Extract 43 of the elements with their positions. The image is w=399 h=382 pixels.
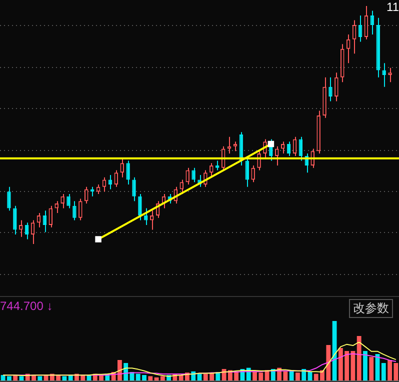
- candlestick: [66, 194, 70, 209]
- bar: [363, 351, 368, 381]
- bar: [62, 376, 67, 381]
- candlestick: [328, 76, 332, 102]
- candlestick: [132, 176, 136, 202]
- candlestick: [78, 198, 82, 221]
- candlestick: [280, 141, 285, 154]
- bar: [356, 336, 362, 381]
- candlestick: [54, 200, 58, 214]
- candlestick: [126, 160, 130, 185]
- candlestick: [251, 164, 255, 183]
- candlestick: [215, 160, 220, 171]
- bar: [296, 372, 300, 381]
- candlestick: [102, 176, 106, 192]
- candlestick: [227, 136, 232, 154]
- bar: [369, 357, 374, 381]
- bar: [381, 363, 386, 381]
- candlestick: [84, 186, 88, 204]
- candlestick: [13, 205, 17, 235]
- candlestick: [7, 186, 11, 212]
- text: 改参数: [349, 299, 393, 318]
- candlestick: [334, 72, 338, 102]
- candlestick: [60, 194, 64, 209]
- bar: [148, 376, 153, 381]
- candlestick: [144, 208, 148, 226]
- candlestick: [180, 179, 184, 195]
- candlestick: [275, 146, 279, 166]
- bar: [160, 376, 165, 381]
- candlestick: [19, 220, 23, 238]
- text: 744.700 ↓: [0, 299, 53, 313]
- candlestick: [192, 167, 196, 183]
- candlestick: [138, 194, 142, 221]
- candlestick: [72, 200, 76, 221]
- annotation: 11: [386, 0, 399, 14]
- bar: [38, 376, 42, 381]
- candlestick: [210, 162, 214, 178]
- candlestick: [233, 141, 238, 152]
- candlestick: [108, 174, 112, 190]
- bar: [332, 321, 337, 381]
- candlestick: [388, 67, 392, 83]
- candlestick: [120, 158, 124, 178]
- candlestick: [186, 167, 190, 185]
- candlestick: [382, 62, 386, 88]
